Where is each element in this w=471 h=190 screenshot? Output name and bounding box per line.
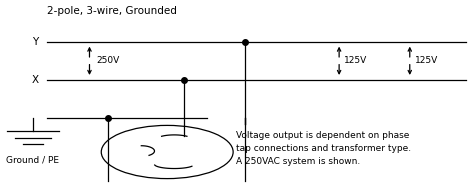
Text: 250V: 250V xyxy=(97,56,120,65)
Text: Ground / PE: Ground / PE xyxy=(7,156,59,165)
Text: 125V: 125V xyxy=(344,56,367,65)
Text: Voltage output is dependent on phase
tap connections and transformer type.
A 250: Voltage output is dependent on phase tap… xyxy=(236,131,411,166)
Text: Y: Y xyxy=(32,37,39,47)
Text: 2-pole, 3-wire, Grounded: 2-pole, 3-wire, Grounded xyxy=(47,6,177,16)
Text: 125V: 125V xyxy=(414,56,438,65)
Text: X: X xyxy=(32,75,39,85)
